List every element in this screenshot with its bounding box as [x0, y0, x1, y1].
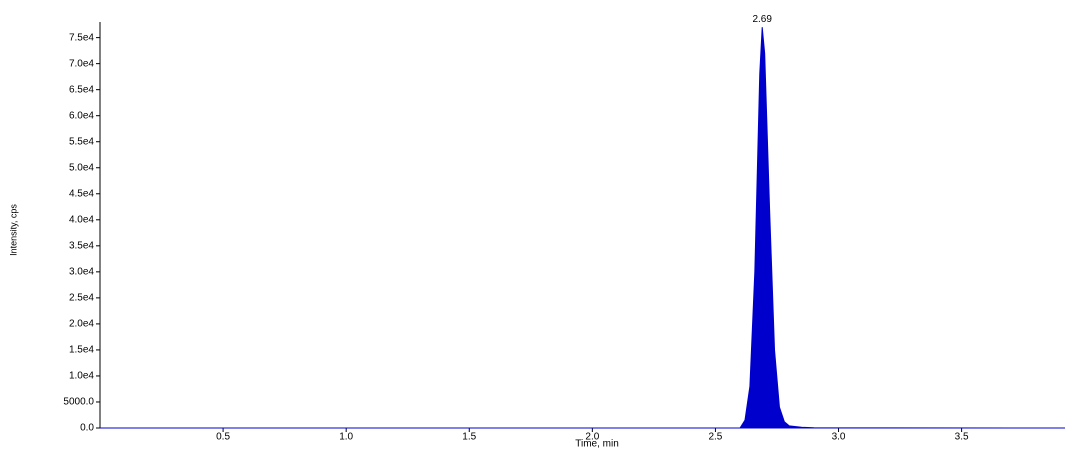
y-tick-label: 6.5e4 [69, 84, 94, 95]
y-tick-label: 3.5e4 [69, 240, 94, 251]
x-tick-label: 1.5 [462, 432, 476, 443]
chromatogram-area [100, 27, 1066, 429]
x-tick-label: 2.5 [708, 432, 722, 443]
y-tick-label: 7.5e4 [69, 32, 94, 43]
y-tick-label: 2.5e4 [69, 293, 94, 304]
y-tick-label: 7.0e4 [69, 58, 94, 69]
y-tick-label: 5.5e4 [69, 136, 94, 147]
y-tick-label: 5000.0 [63, 397, 94, 408]
y-tick-label: 3.0e4 [69, 266, 94, 277]
x-tick-label: 3.0 [832, 432, 846, 443]
y-tick-label: 6.0e4 [69, 110, 94, 121]
y-tick-label: 1.5e4 [69, 345, 94, 356]
peak-label: 2.69 [752, 14, 772, 25]
y-tick-label: 2.0e4 [69, 319, 94, 330]
x-tick-label: 1.0 [339, 432, 353, 443]
y-tick-label: 4.0e4 [69, 214, 94, 225]
y-tick-label: 1.0e4 [69, 371, 94, 382]
y-tick-label: 4.5e4 [69, 188, 94, 199]
x-tick-label: 0.5 [216, 432, 230, 443]
y-axis-title: Intensity, cps [8, 204, 18, 256]
y-tick-label: 5.0e4 [69, 162, 94, 173]
x-tick-label: 2.0 [585, 432, 599, 443]
x-axis-title: Time, min [575, 439, 619, 450]
x-tick-label: 3.5 [955, 432, 969, 443]
y-tick-label: 0.0 [80, 423, 94, 434]
